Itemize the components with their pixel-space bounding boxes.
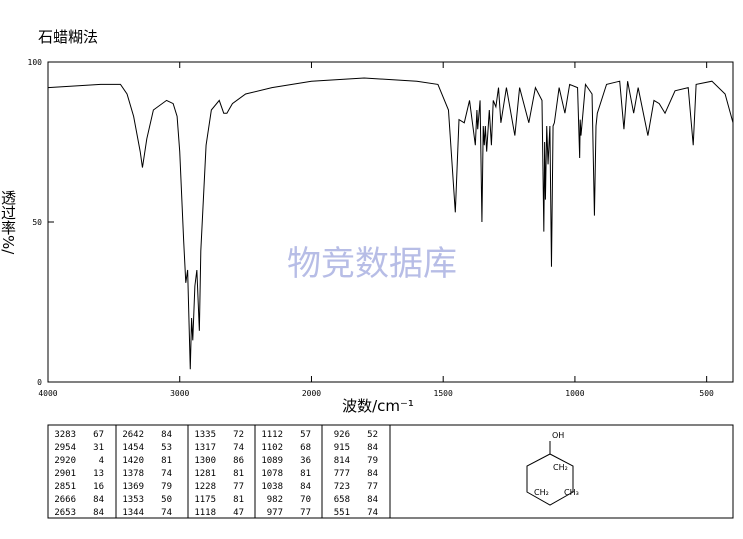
peak-transmittance: 79 [161,482,172,492]
peak-transmittance: 13 [93,469,104,479]
peak-wavenumber: 1038 [261,482,283,492]
peak-transmittance: 72 [233,430,244,440]
peak-transmittance: 70 [300,495,311,505]
peak-wavenumber: 1300 [194,456,216,466]
x-tick-label: 1500 [434,389,453,398]
peak-transmittance: 53 [161,443,172,453]
y-tick-label: 100 [28,58,43,67]
structure-drawing [526,441,574,506]
peak-transmittance: 31 [93,443,104,453]
peak-wavenumber: 2901 [54,469,76,479]
peak-wavenumber: 551 [334,508,350,518]
peak-wavenumber: 1344 [122,508,144,518]
x-axis-label: 波数/cm⁻¹ [342,397,414,415]
peak-transmittance: 77 [233,482,244,492]
peak-transmittance: 84 [300,482,311,492]
peak-transmittance: 81 [161,456,172,466]
peak-transmittance: 68 [300,443,311,453]
peak-wavenumber: 1420 [122,456,144,466]
x-tick-label: 500 [699,389,714,398]
peak-transmittance: 74 [161,469,172,479]
peak-wavenumber: 1228 [194,482,216,492]
peak-wavenumber: 1112 [261,430,283,440]
peak-transmittance: 81 [233,469,244,479]
x-tick-label: 1000 [565,389,584,398]
peak-transmittance: 57 [300,430,311,440]
peak-wavenumber: 915 [334,443,350,453]
peak-wavenumber: 723 [334,482,350,492]
peak-wavenumber: 2642 [122,430,144,440]
peak-transmittance: 47 [233,508,244,518]
peak-wavenumber: 977 [267,508,283,518]
peak-transmittance: 81 [300,469,311,479]
structure-label: CH₃ [564,488,579,497]
peak-transmittance: 81 [233,495,244,505]
peak-wavenumber: 1078 [261,469,283,479]
peak-transmittance: 36 [300,456,311,466]
peak-transmittance: 79 [367,456,378,466]
peak-wavenumber: 2920 [54,456,76,466]
peak-wavenumber: 1089 [261,456,283,466]
x-tick-label: 2000 [302,389,321,398]
peak-wavenumber: 1369 [122,482,144,492]
peak-transmittance: 50 [161,495,172,505]
watermark: 物竞数据库 [287,244,457,284]
peak-wavenumber: 982 [267,495,283,505]
peak-wavenumber: 814 [334,456,350,466]
y-tick-label: 50 [32,218,42,227]
peak-transmittance: 84 [367,443,378,453]
structure-label: CH₂ [534,488,549,497]
peak-wavenumber: 2666 [54,495,76,505]
peak-transmittance: 74 [233,443,244,453]
table-dividers [115,425,391,518]
peak-wavenumber: 1335 [194,430,216,440]
peak-transmittance: 84 [367,495,378,505]
ring [526,453,574,506]
peak-transmittance: 77 [300,508,311,518]
structure-label: CH₂ [553,463,568,472]
peak-transmittance: 16 [93,482,104,492]
peak-wavenumber: 1102 [261,443,283,453]
spectrum-line [47,77,734,370]
peak-transmittance: 84 [161,430,172,440]
peak-wavenumber: 926 [334,430,350,440]
peak-transmittance: 4 [99,456,104,466]
peak-wavenumber: 777 [334,469,350,479]
structure-label: OH [552,431,564,440]
peak-wavenumber: 1454 [122,443,144,453]
peak-wavenumber: 1317 [194,443,216,453]
peak-wavenumber: 1118 [194,508,216,518]
peak-transmittance: 67 [93,430,104,440]
peak-wavenumber: 1175 [194,495,216,505]
y-tick-label: 0 [37,378,42,387]
peak-wavenumber: 2851 [54,482,76,492]
peak-wavenumber: 2954 [54,443,76,453]
peak-transmittance: 84 [93,508,104,518]
peak-transmittance: 74 [161,508,172,518]
x-tick-label: 3000 [170,389,189,398]
peak-transmittance: 52 [367,430,378,440]
x-tick-label: 4000 [38,389,57,398]
peak-wavenumber: 1281 [194,469,216,479]
y-axis-label: 透过率%/ [0,190,17,255]
peak-wavenumber: 3283 [54,430,76,440]
peak-transmittance: 77 [367,482,378,492]
peak-transmittance: 86 [233,456,244,466]
peak-transmittance: 84 [367,469,378,479]
peak-wavenumber: 1378 [122,469,144,479]
peak-wavenumber: 658 [334,495,350,505]
plot-frame [47,61,734,383]
peak-wavenumber: 1353 [122,495,144,505]
peak-wavenumber: 2653 [54,508,76,518]
peak-transmittance: 74 [367,508,378,518]
chart-title: 石蜡糊法 [38,28,98,46]
peak-transmittance: 84 [93,495,104,505]
